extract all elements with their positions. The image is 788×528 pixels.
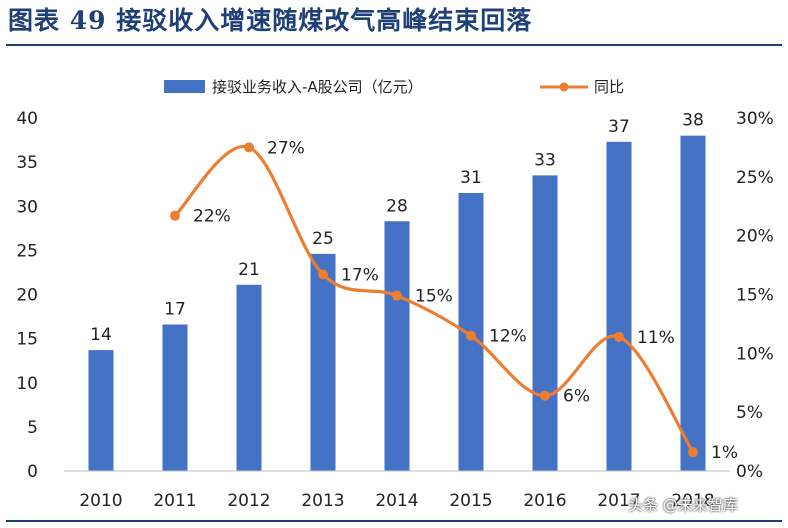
bar-2012 (236, 284, 262, 471)
bar-2017 (606, 141, 632, 471)
title-divider (6, 44, 782, 46)
y-right-tick-label: 25% (736, 168, 774, 188)
bar-value-label: 21 (238, 260, 260, 280)
x-tick-label: 2011 (153, 491, 196, 511)
x-tick-label: 2017 (597, 491, 640, 511)
x-tick-label: 2016 (523, 491, 566, 511)
line-value-label: 27% (267, 138, 305, 158)
bar-value-label: 25 (312, 229, 334, 249)
line-value-label: 6% (563, 387, 590, 407)
y-left-tick-label: 20 (16, 286, 38, 306)
line-value-label: 12% (489, 327, 527, 347)
line-value-label: 11% (637, 328, 675, 348)
y-left-tick-label: 0 (27, 462, 38, 482)
x-tick-label: 2014 (375, 491, 418, 511)
line-point-2017 (614, 331, 624, 342)
bar-2010 (88, 350, 114, 471)
bar-2011 (162, 324, 188, 471)
bottom-divider (6, 520, 782, 522)
x-tick-label: 2010 (79, 491, 122, 511)
bar-2016 (532, 175, 558, 472)
x-tick-label: 2018 (671, 491, 714, 511)
legend-line-label: 同比 (594, 78, 624, 96)
y-left-tick-label: 15 (16, 330, 38, 350)
legend-line-marker (559, 82, 569, 92)
bar-value-label: 31 (460, 168, 482, 188)
x-tick-label: 2012 (227, 491, 270, 511)
bar-value-label: 28 (386, 196, 408, 216)
line-point-2011 (170, 210, 180, 221)
x-tick-label: 2013 (301, 491, 344, 511)
bar-value-label: 37 (608, 117, 630, 137)
y-right-tick-label: 20% (736, 227, 774, 247)
bar-2014 (384, 221, 410, 471)
line-value-label: 17% (341, 265, 379, 285)
watermark: 头条 @未来智库 (628, 496, 738, 514)
bar-value-label: 38 (682, 111, 704, 131)
y-left-tick-label: 30 (16, 197, 38, 217)
line-point-2012 (244, 142, 254, 153)
line-value-label: 1% (711, 443, 738, 463)
line-point-2014 (392, 290, 402, 301)
bar-value-label: 17 (164, 300, 186, 320)
y-right-tick-label: 10% (736, 344, 774, 364)
y-left-tick-label: 40 (16, 109, 38, 129)
x-tick-label: 2015 (449, 491, 492, 511)
figure-title: 图表 49 接驳收入增速随煤改气高峰结束回落 (8, 6, 533, 35)
y-right-tick-label: 30% (736, 109, 774, 129)
y-right-tick-label: 15% (736, 286, 774, 306)
y-left-tick-label: 35 (16, 153, 38, 173)
bar-2013 (310, 253, 336, 471)
y-left-tick-label: 5 (27, 418, 38, 438)
y-right-tick-label: 0% (736, 462, 763, 482)
bar-value-label: 14 (90, 325, 112, 345)
bar-2018 (680, 135, 706, 471)
y-right-tick-label: 5% (736, 403, 763, 423)
line-point-2018 (688, 447, 698, 458)
y-left-tick-label: 10 (16, 374, 38, 394)
line-point-2016 (540, 390, 550, 401)
line-point-2015 (466, 330, 476, 341)
line-value-label: 22% (193, 207, 231, 227)
y-left-tick-label: 25 (16, 241, 38, 261)
line-value-label: 15% (415, 287, 453, 307)
bar-value-label: 33 (534, 150, 556, 170)
legend-bar-swatch (164, 80, 205, 93)
legend-bar-label: 接驳业务收入-A股公司（亿元） (212, 78, 423, 96)
line-point-2013 (318, 269, 328, 280)
